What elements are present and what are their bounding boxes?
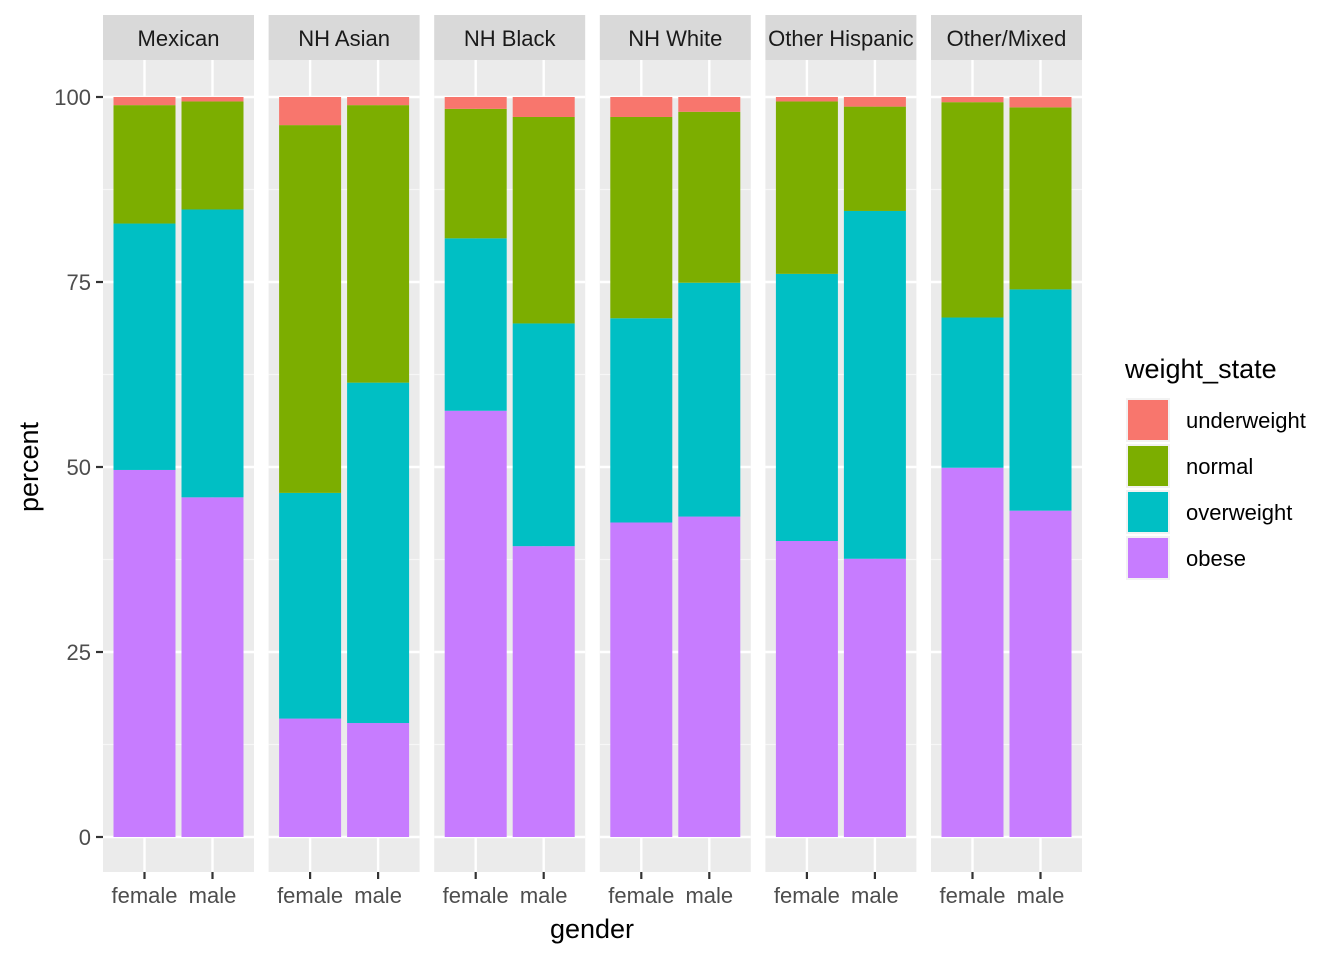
bar-segment-underweight [941, 97, 1004, 103]
x-tick-label: female [443, 883, 509, 908]
x-tick-label: female [277, 883, 343, 908]
y-axis-title: percent [14, 421, 44, 512]
facet-strip [765, 15, 917, 60]
x-tick-label: female [774, 883, 840, 908]
legend-swatch-overweight [1128, 492, 1168, 532]
legend-label-obese: obese [1186, 546, 1246, 571]
bar-segment-normal [843, 106, 906, 211]
x-tick-label: male [189, 883, 237, 908]
bar-segment-normal [347, 105, 410, 383]
bar-segment-overweight [843, 210, 906, 559]
y-tick-label: 50 [67, 455, 91, 480]
bar-segment-obese [775, 541, 838, 837]
x-tick-label: male [354, 883, 402, 908]
facet-strip [103, 15, 254, 60]
bar-segment-overweight [610, 318, 673, 523]
legend-title: weight_state [1124, 354, 1277, 384]
y-tick-label: 75 [67, 270, 91, 295]
legend-label-overweight: overweight [1186, 500, 1292, 525]
bar-segment-normal [444, 108, 507, 239]
bar-segment-obese [181, 497, 244, 837]
bar-segment-normal [678, 111, 741, 283]
bar-segment-normal [1009, 107, 1072, 290]
bar-segment-obese [610, 522, 673, 837]
x-tick-label: female [111, 883, 177, 908]
bar-segment-underweight [512, 97, 575, 117]
bar-segment-underweight [678, 97, 741, 112]
x-tick-label: female [608, 883, 674, 908]
bar-segment-overweight [444, 238, 507, 411]
legend: weight_state underweight normal overweight… [1124, 354, 1306, 580]
facet-strip [434, 15, 586, 60]
bar-segment-underweight [775, 97, 838, 102]
bar-segment-overweight [941, 317, 1004, 468]
facet-strip [268, 15, 420, 60]
y-tick-label: 0 [79, 825, 91, 850]
bar-segment-obese [347, 723, 410, 837]
y-axis: 0 25 50 75 100 [54, 85, 103, 850]
legend-swatch-normal [1128, 446, 1168, 486]
bar-segment-obese [941, 467, 1004, 837]
bar-segment-obese [678, 516, 741, 837]
bar-segment-normal [610, 116, 673, 319]
x-tick-label: male [520, 883, 568, 908]
facet-panel: NH White female male [599, 15, 751, 908]
bar-segment-underweight [347, 97, 410, 106]
legend-swatch-underweight [1128, 400, 1168, 440]
facet-label: Other Hispanic [768, 26, 914, 51]
bar-segment-underweight [279, 97, 342, 126]
facet-panel: Other Hispanic female male [765, 15, 917, 908]
bar-segment-normal [113, 105, 176, 224]
facet-panel: NH Asian female male [268, 15, 420, 908]
x-tick-label: male [685, 883, 733, 908]
facet-label: NH Black [464, 26, 557, 51]
bar-segment-underweight [843, 97, 906, 107]
bar-segment-underweight [610, 97, 673, 117]
facet-strip [931, 15, 1082, 60]
x-tick-label: female [939, 883, 1005, 908]
bar-segment-normal [941, 102, 1004, 318]
x-axis-title: gender [550, 914, 634, 944]
bar-segment-normal [775, 101, 838, 274]
facet-label: NH White [628, 26, 722, 51]
bar-segment-obese [1009, 510, 1072, 837]
bar-segment-underweight [181, 97, 244, 102]
bar-segment-underweight [1009, 97, 1072, 108]
facet-strip [599, 15, 751, 60]
facet-panel: Other/Mixed female male [931, 15, 1082, 908]
bar-segment-normal [181, 101, 244, 210]
y-tick-label: 25 [67, 640, 91, 665]
y-tick-label: 100 [54, 85, 91, 110]
x-tick-label: male [851, 883, 899, 908]
bar-segment-obese [113, 469, 176, 837]
bar-segment-overweight [279, 492, 342, 719]
bar-segment-overweight [512, 323, 575, 547]
legend-label-normal: normal [1186, 454, 1253, 479]
bar-segment-obese [512, 546, 575, 837]
bar-segment-overweight [678, 282, 741, 517]
bar-segment-underweight [113, 97, 176, 106]
bar-segment-overweight [113, 223, 176, 470]
bar-segment-overweight [1009, 289, 1072, 511]
facet-panel: NH Black female male [434, 15, 586, 908]
bar-segment-obese [843, 558, 906, 837]
bar-segment-obese [279, 718, 342, 837]
bar-segment-normal [279, 125, 342, 493]
x-tick-label: male [1017, 883, 1065, 908]
bar-segment-obese [444, 410, 507, 837]
bar-segment-normal [512, 116, 575, 324]
facet-label: Other/Mixed [947, 26, 1067, 51]
facet-panel: Mexican female male [103, 15, 254, 908]
bar-segment-underweight [444, 97, 507, 109]
facet-label: NH Asian [298, 26, 390, 51]
bar-segment-overweight [775, 273, 838, 541]
bar-segment-overweight [347, 382, 410, 724]
legend-swatch-obese [1128, 538, 1168, 578]
bar-segment-overweight [181, 209, 244, 498]
facet-label: Mexican [138, 26, 220, 51]
legend-label-underweight: underweight [1186, 408, 1306, 433]
